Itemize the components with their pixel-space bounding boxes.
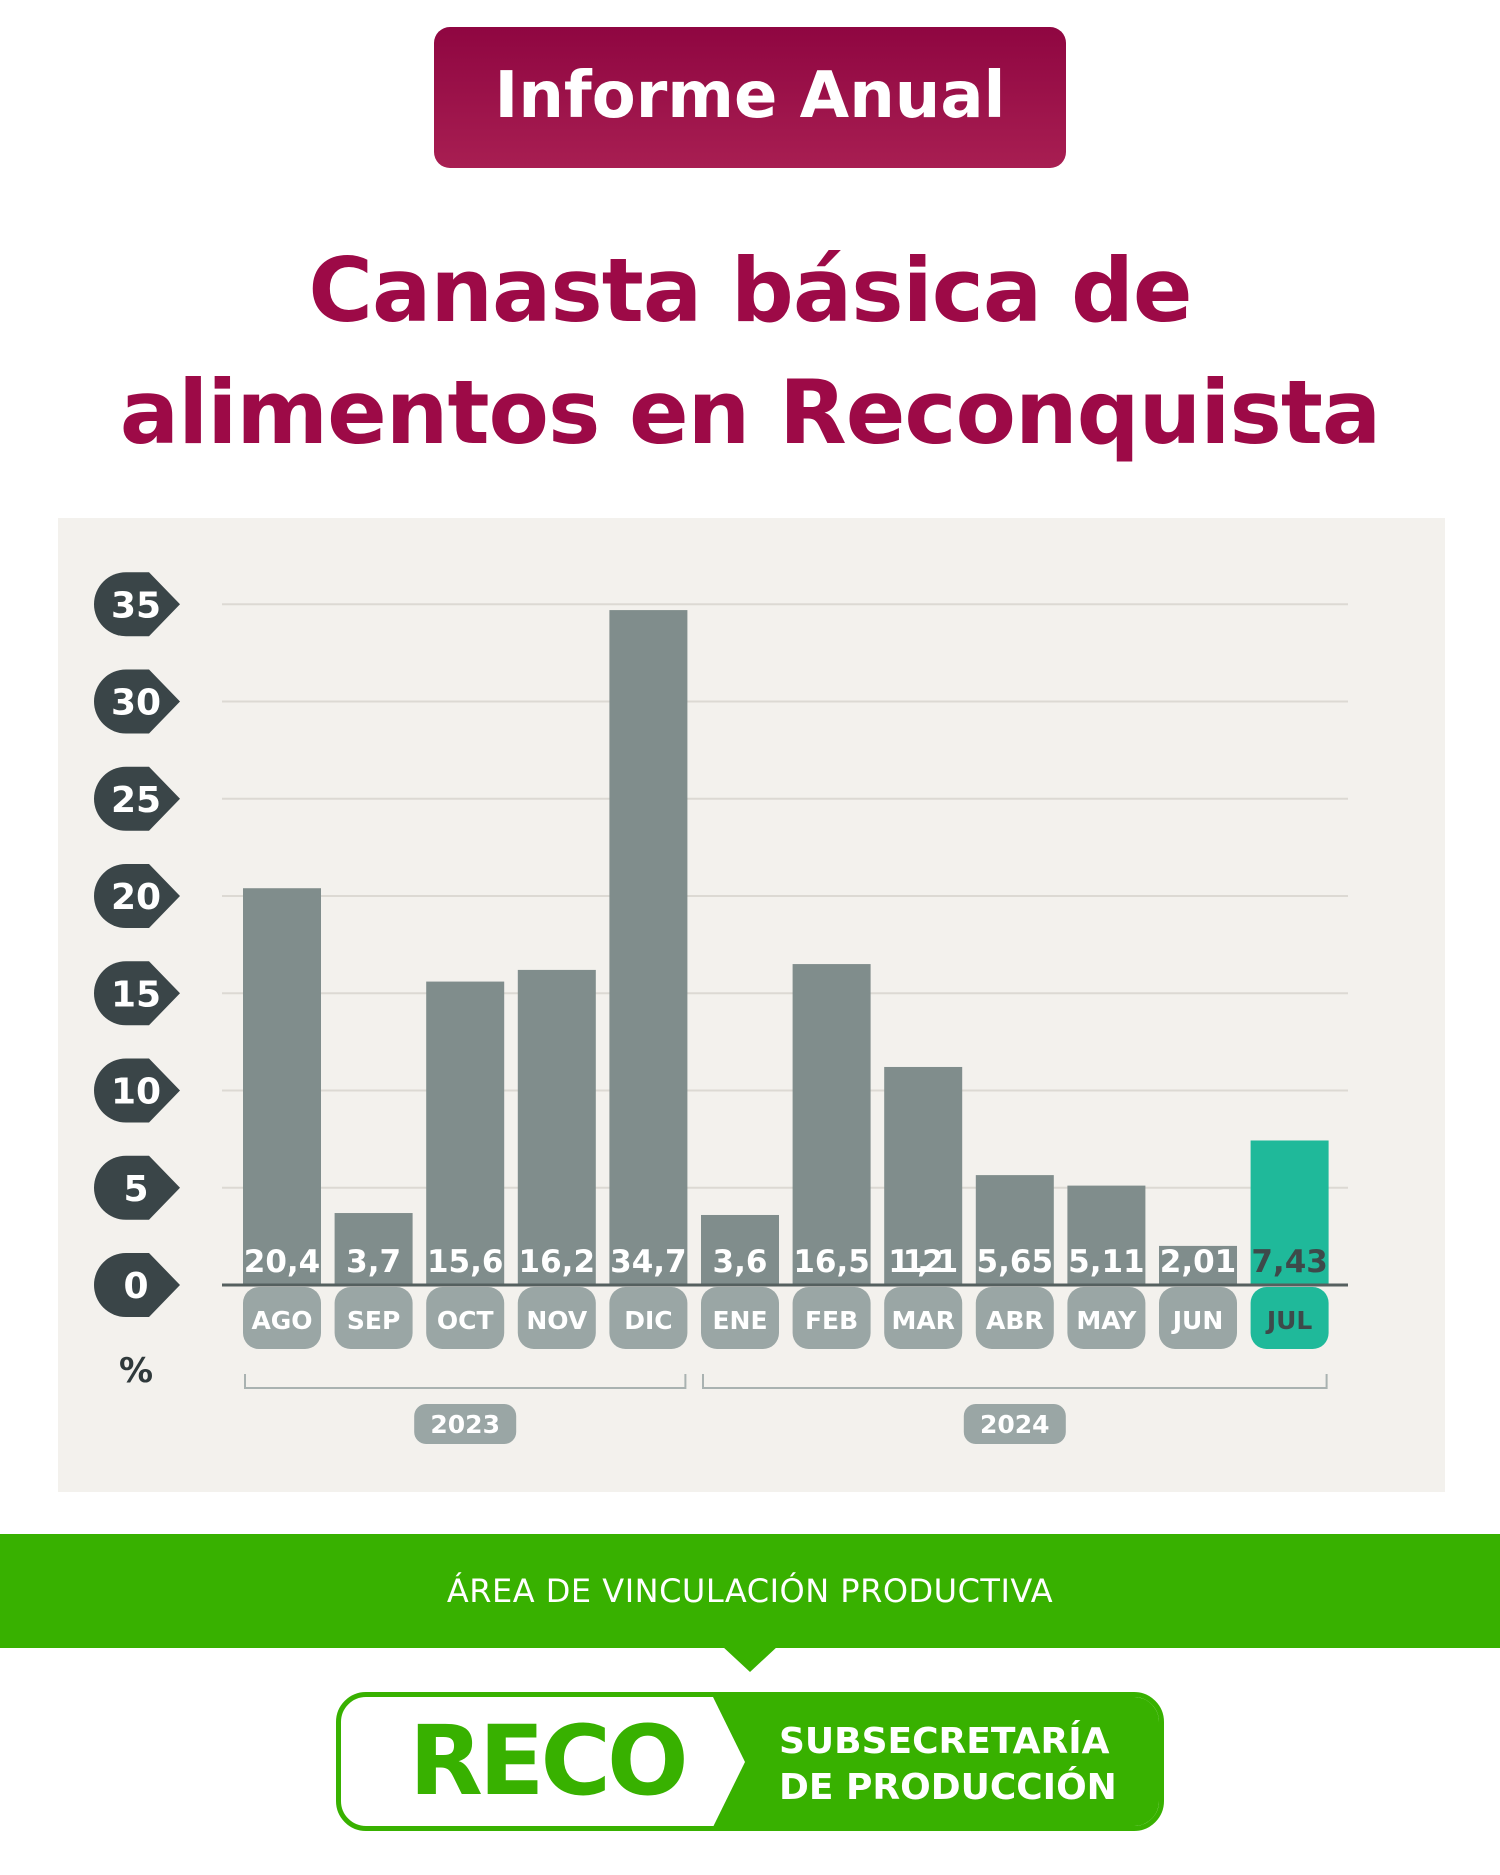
- bar-value-label: 11,21: [888, 1244, 958, 1280]
- bar: [517, 969, 596, 1285]
- category-box: [609, 1287, 688, 1349]
- y-tick-label: 30: [111, 683, 161, 724]
- title-line-1: Canasta básica de: [308, 239, 1192, 342]
- category-label: SEP: [347, 1306, 400, 1335]
- reco-logo-text: RECO: [409, 1705, 689, 1817]
- y-tick-label: 25: [111, 780, 161, 821]
- category-box: [334, 1287, 413, 1349]
- category-box: [517, 1287, 596, 1349]
- y-tick-label: 10: [111, 1072, 161, 1113]
- category-label: AGO: [251, 1306, 312, 1335]
- reco-logo: RECO SUBSECRETARÍA DE PRODUCCIÓN: [336, 1692, 1164, 1831]
- bar: [975, 1175, 1054, 1285]
- bar-chart: 0 5 10 15 20 25 30 35% 20,4 AGO 3,7 SEP 15,6 OCT 16,2 N…: [94, 572, 1348, 1444]
- category-label: MAY: [1076, 1306, 1137, 1335]
- y-tick-label: 20: [111, 877, 161, 918]
- bar: [426, 981, 505, 1285]
- bar-value-label: 34,7: [610, 1244, 687, 1280]
- bar-value-label: 2,01: [1160, 1244, 1237, 1280]
- group-badge: [963, 1404, 1066, 1444]
- report-badge: Informe Anual: [434, 27, 1066, 168]
- y-tick-label: 0: [123, 1266, 148, 1307]
- subsecretaria-line-1: SUBSECRETARÍA: [779, 1721, 1110, 1762]
- category-box: [1067, 1287, 1146, 1349]
- bar-value-label: 16,2: [519, 1244, 596, 1280]
- category-label: ENE: [712, 1306, 767, 1335]
- category-box: [1250, 1287, 1329, 1349]
- y-tick-badge: [94, 669, 180, 734]
- category-label: JUL: [1265, 1306, 1313, 1335]
- category-label: ABR: [986, 1306, 1044, 1335]
- bar-value-label: 5,65: [977, 1244, 1054, 1280]
- category-box: [701, 1287, 779, 1349]
- category-box: [884, 1287, 963, 1349]
- bar: [792, 964, 871, 1285]
- bar-value-label: 3,6: [713, 1244, 768, 1280]
- y-tick-badge: [94, 1253, 180, 1317]
- y-tick-badge: [94, 864, 180, 928]
- bar: [243, 888, 321, 1285]
- category-box: [243, 1287, 321, 1349]
- group-badge: [414, 1404, 517, 1444]
- bar: [1067, 1185, 1146, 1285]
- bar: [884, 1066, 963, 1285]
- y-tick-badge: [94, 1058, 180, 1123]
- bar-value-label: 20,4: [244, 1244, 321, 1280]
- category-label: NOV: [526, 1306, 588, 1335]
- chart-panel: 0 5 10 15 20 25 30 35% 20,4 AGO 3,7 SEP 15,6 OCT 16,2 N…: [58, 518, 1445, 1492]
- category-label: MAR: [891, 1306, 954, 1335]
- subsecretaria-line-2: DE PRODUCCIÓN: [779, 1767, 1117, 1808]
- group-bracket: [702, 1374, 1328, 1389]
- bar-value-label: 5,11: [1068, 1244, 1145, 1280]
- bar: [334, 1213, 413, 1285]
- group-bracket: [244, 1374, 687, 1389]
- bar-value-label: 16,5: [793, 1244, 870, 1280]
- y-tick-badge: [94, 961, 180, 1026]
- group-label: 2024: [980, 1410, 1050, 1439]
- y-tick-badge: [94, 766, 180, 831]
- bar: [1159, 1245, 1237, 1285]
- y-axis-label: %: [119, 1351, 153, 1391]
- category-box: [792, 1287, 871, 1349]
- bar: [609, 610, 688, 1285]
- y-tick-badge: [94, 1155, 180, 1220]
- title-line-2: alimentos en Reconquista: [119, 361, 1382, 464]
- bar-value-label: 3,7: [346, 1244, 401, 1280]
- subsecretaria-panel: SUBSECRETARÍA DE PRODUCCIÓN: [713, 1697, 1159, 1826]
- y-tick-badge: [94, 572, 180, 637]
- y-tick-label: 15: [111, 974, 161, 1015]
- group-label: 2023: [430, 1410, 500, 1439]
- bar-value-label: 7,43: [1251, 1244, 1328, 1280]
- category-label: FEB: [805, 1306, 858, 1335]
- y-tick-label: 35: [111, 585, 161, 626]
- bar: [1250, 1140, 1329, 1285]
- subsecretaria-label: SUBSECRETARÍA DE PRODUCCIÓN: [779, 1719, 1117, 1811]
- category-box: [1159, 1287, 1237, 1349]
- footer-pointer: [722, 1646, 778, 1672]
- bar-value-label: 15,6: [427, 1244, 504, 1280]
- category-label: DIC: [624, 1306, 672, 1335]
- bar: [701, 1214, 779, 1285]
- y-tick-label: 5: [123, 1169, 148, 1210]
- page-title: Canasta básica de alimentos en Reconquis…: [0, 230, 1500, 474]
- category-label: JUN: [1171, 1306, 1224, 1335]
- footer-band: ÁREA DE VINCULACIÓN PRODUCTIVA: [0, 1534, 1500, 1648]
- category-box: [426, 1287, 505, 1349]
- category-box: [975, 1287, 1054, 1349]
- logo-notch: [713, 1697, 745, 1826]
- category-label: OCT: [437, 1306, 494, 1335]
